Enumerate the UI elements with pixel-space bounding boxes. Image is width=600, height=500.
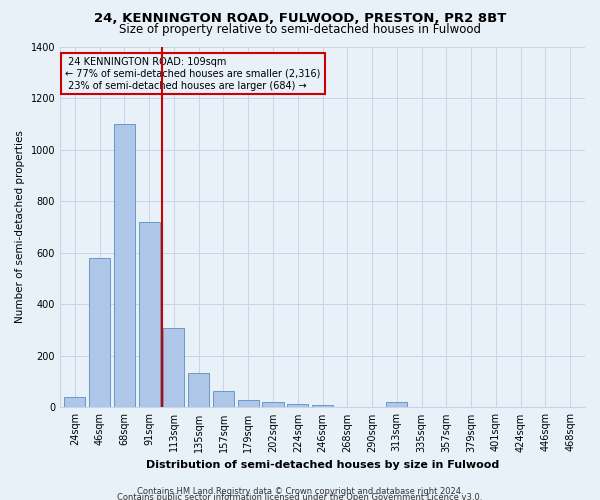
Bar	[287, 404, 308, 407]
Bar	[262, 402, 284, 407]
Bar	[64, 397, 85, 407]
Text: Size of property relative to semi-detached houses in Fulwood: Size of property relative to semi-detach…	[119, 22, 481, 36]
Bar	[238, 400, 259, 407]
Bar	[114, 124, 135, 408]
Text: Contains HM Land Registry data © Crown copyright and database right 2024.: Contains HM Land Registry data © Crown c…	[137, 487, 463, 496]
Bar	[139, 222, 160, 408]
Bar	[213, 390, 234, 407]
Bar	[386, 402, 407, 407]
Bar	[89, 258, 110, 408]
Bar	[312, 405, 333, 407]
Text: 24 KENNINGTON ROAD: 109sqm
← 77% of semi-detached houses are smaller (2,316)
 23: 24 KENNINGTON ROAD: 109sqm ← 77% of semi…	[65, 58, 320, 90]
Text: Contains public sector information licensed under the Open Government Licence v3: Contains public sector information licen…	[118, 493, 482, 500]
Y-axis label: Number of semi-detached properties: Number of semi-detached properties	[15, 130, 25, 324]
Bar	[163, 328, 184, 407]
Text: 24, KENNINGTON ROAD, FULWOOD, PRESTON, PR2 8BT: 24, KENNINGTON ROAD, FULWOOD, PRESTON, P…	[94, 12, 506, 26]
Bar	[188, 372, 209, 408]
X-axis label: Distribution of semi-detached houses by size in Fulwood: Distribution of semi-detached houses by …	[146, 460, 499, 470]
